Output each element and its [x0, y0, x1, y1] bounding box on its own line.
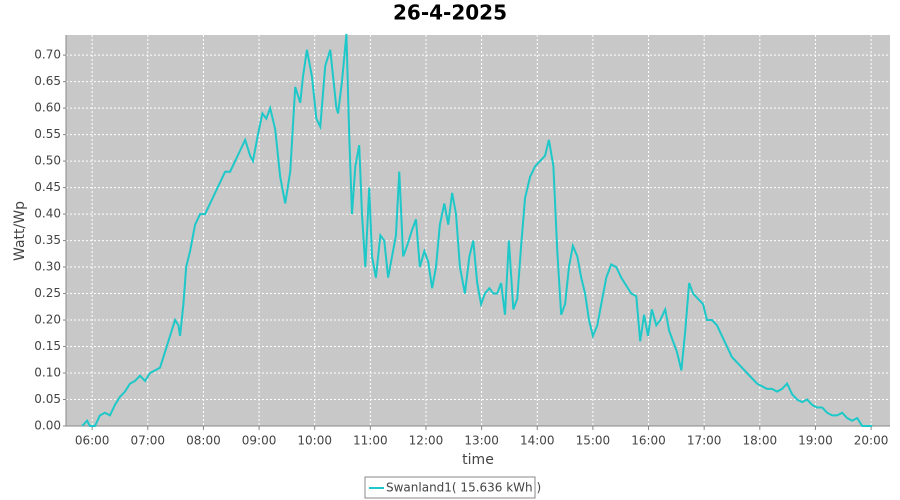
y-tick-label: 0.50	[34, 154, 61, 168]
y-tick-label: 0.00	[34, 419, 61, 433]
x-tick-label: 16:00	[631, 434, 666, 448]
x-tick-label: 11:00	[353, 434, 388, 448]
y-tick-label: 0.55	[34, 127, 61, 141]
x-tick-label: 13:00	[464, 434, 499, 448]
y-tick-label: 0.15	[34, 339, 61, 353]
x-tick-label: 06:00	[75, 434, 110, 448]
x-tick-label: 09:00	[242, 434, 277, 448]
legend-label: Swanland1( 15.636 kWh )	[386, 481, 541, 495]
y-tick-label: 0.60	[34, 101, 61, 115]
y-tick-label: 0.20	[34, 313, 61, 327]
x-tick-label: 18:00	[743, 434, 778, 448]
series-line	[81, 33, 873, 427]
x-tick-label: 12:00	[409, 434, 444, 448]
x-tick-label: 19:00	[798, 434, 833, 448]
x-axis-label: time	[462, 452, 494, 468]
y-axis-label: Watt/Wp	[12, 201, 28, 261]
y-tick-label: 0.30	[34, 260, 61, 274]
x-tick-label: 10:00	[297, 434, 332, 448]
plot-area	[66, 35, 890, 426]
legend	[364, 476, 536, 499]
y-tick-label: 0.45	[34, 180, 61, 194]
x-tick-label: 14:00	[520, 434, 555, 448]
y-tick-label: 0.40	[34, 207, 61, 221]
y-tick-label: 0.35	[34, 233, 61, 247]
y-tick-label: 0.25	[34, 286, 61, 300]
chart-title: 26-4-2025	[393, 1, 507, 25]
x-tick-label: 20:00	[854, 434, 889, 448]
x-tick-label: 08:00	[186, 434, 221, 448]
y-tick-label: 0.10	[34, 366, 61, 380]
y-tick-label: 0.65	[34, 74, 61, 88]
x-tick-label: 15:00	[576, 434, 611, 448]
y-tick-label: 0.05	[34, 392, 61, 406]
y-tick-label: 0.70	[34, 48, 61, 62]
x-tick-label: 07:00	[130, 434, 165, 448]
x-tick-label: 17:00	[687, 434, 722, 448]
